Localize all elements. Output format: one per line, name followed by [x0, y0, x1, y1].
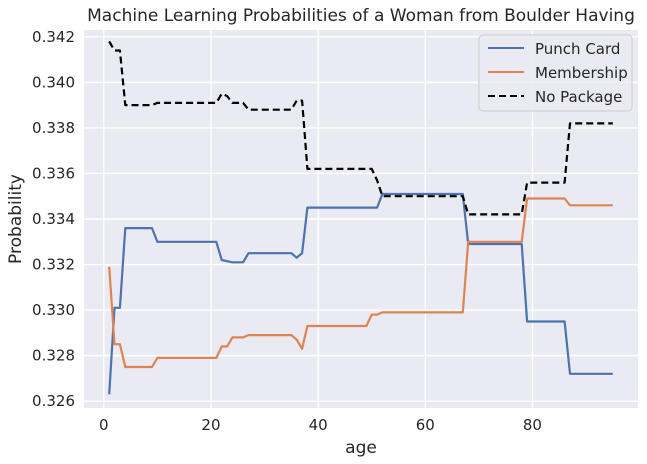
y-tick-label: 0.330: [32, 301, 75, 319]
y-axis-label: Probability: [6, 174, 26, 264]
y-tick-label: 0.338: [32, 119, 75, 137]
y-tick-label: 0.328: [32, 347, 75, 365]
y-tick-label: 0.334: [32, 210, 75, 228]
x-tick-label: 60: [416, 416, 435, 434]
legend-box: [478, 34, 633, 112]
grid: [84, 30, 638, 408]
y-tick-label: 0.336: [32, 164, 75, 182]
x-axis-label: age: [345, 438, 377, 458]
y-tick-label: 0.326: [32, 392, 75, 410]
legend-label-membership: Membership: [535, 64, 628, 82]
series-line-no-package: [108, 40, 613, 216]
x-tick-label: 40: [309, 416, 328, 434]
series-line-punch-card: [108, 192, 613, 395]
series-line-membership: [108, 197, 613, 369]
x-tick-label: 80: [523, 416, 542, 434]
chart-title: Machine Learning Probabilities of a Woma…: [87, 6, 635, 26]
legend: Punch Card Membership No Package: [478, 34, 633, 112]
ticks: 0 20 40 60 80 0.326 0.328 0.330 0.332 0.334 0.336 0…: [32, 28, 542, 434]
legend-label-punch-card: Punch Card: [535, 40, 620, 58]
y-tick-label: 0.342: [32, 28, 75, 46]
y-tick-label: 0.340: [32, 73, 75, 91]
series-layer: [108, 40, 613, 395]
x-tick-label: 20: [201, 416, 220, 434]
y-tick-label: 0.332: [32, 256, 75, 274]
legend-label-no-package: No Package: [535, 88, 622, 106]
x-tick-label: 0: [99, 416, 109, 434]
